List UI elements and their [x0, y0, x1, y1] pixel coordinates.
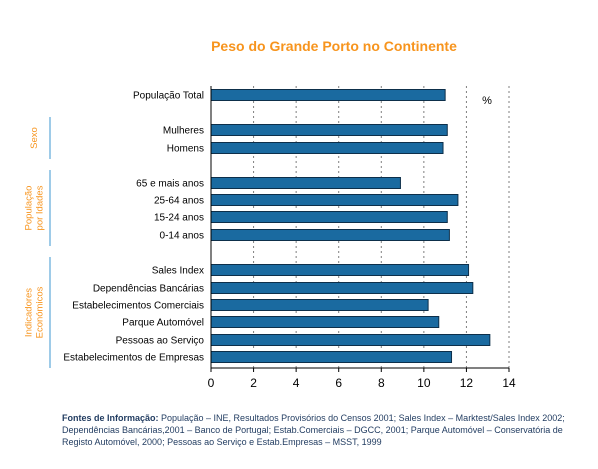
bar	[210, 264, 470, 276]
category-label: Sales Index	[152, 266, 204, 277]
bar	[210, 282, 474, 294]
bar	[210, 299, 429, 311]
source-text: População – INE, Resultados Provisórios …	[62, 413, 565, 447]
category-label: Estabelecimentos Comerciais	[72, 301, 204, 312]
x-tick-label: 2	[250, 376, 257, 390]
bar	[210, 177, 401, 189]
category-label: 15-24 anos	[154, 213, 204, 224]
bar	[210, 142, 444, 154]
category-label: Estabelecimentos de Empresas	[63, 353, 204, 364]
x-tick-label: 12	[460, 376, 474, 390]
category-label: 65 e mais anos	[136, 179, 204, 190]
category-label: 0-14 anos	[160, 231, 204, 242]
bar	[210, 211, 448, 223]
bar	[210, 229, 450, 241]
x-tick-label: 6	[335, 376, 342, 390]
source-heading: Fontes de Informação:	[62, 413, 159, 423]
x-tick-label: 4	[293, 376, 300, 390]
category-label: Pessoas ao Serviço	[116, 336, 205, 347]
category-label: Dependências Bancárias	[93, 284, 204, 295]
source-note: Fontes de Informação: População – INE, R…	[62, 412, 592, 448]
x-axis: 0 2 4 6 8 10 12 14	[208, 86, 516, 390]
category-label: População Total	[133, 91, 204, 102]
bar	[210, 124, 448, 136]
bar	[210, 351, 453, 363]
unit-label: %	[482, 95, 492, 107]
group-label: Indicadores	[24, 288, 35, 337]
x-tick-label: 0	[208, 376, 215, 390]
category-label: Parque Automóvel	[122, 318, 204, 329]
chart-title: Peso do Grande Porto no Continente	[211, 38, 457, 54]
x-tick-label: 10	[417, 376, 431, 390]
group-label: Económicos	[35, 286, 46, 338]
bar	[210, 89, 446, 101]
group-brackets: Sexo População por Idades Indicadores Económ…	[24, 117, 51, 368]
category-label: Mulheres	[163, 126, 204, 137]
group-label: População	[24, 186, 35, 231]
category-label: 25-64 anos	[154, 196, 204, 207]
group-label: Sexo	[29, 127, 40, 149]
bar	[210, 334, 491, 346]
x-tick-label: 8	[378, 376, 385, 390]
x-tick-label: 14	[502, 376, 516, 390]
bar	[210, 194, 459, 206]
bars	[210, 89, 491, 363]
category-label: Homens	[167, 144, 204, 155]
group-label: por Idades	[35, 185, 46, 230]
category-labels: População Total Mulheres Homens 65 e mais a…	[63, 91, 204, 364]
bar	[210, 316, 440, 328]
